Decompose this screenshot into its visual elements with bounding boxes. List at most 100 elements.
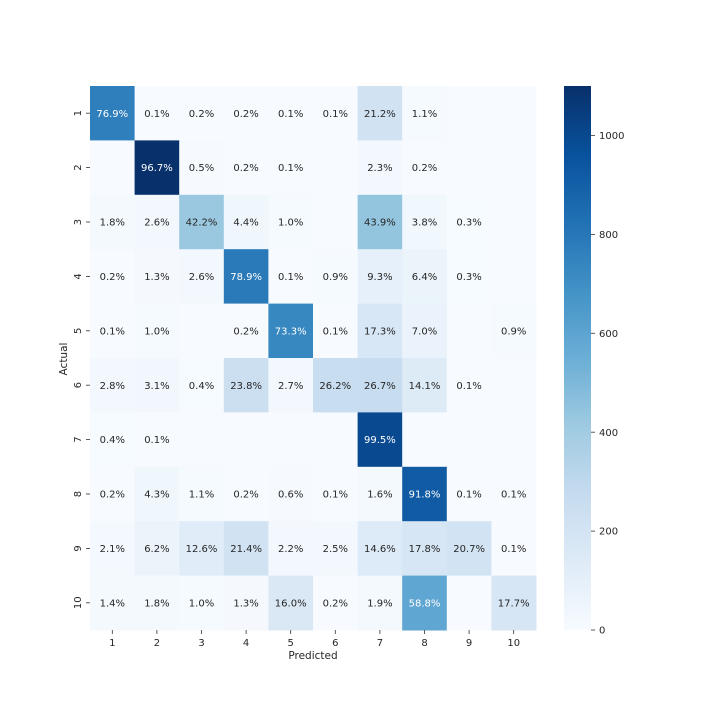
cell-annotation-r10-c5: 16.0%	[275, 598, 307, 609]
cell-annotation-r5-c10: 0.9%	[501, 326, 526, 337]
heatmap-cell-r8-c4	[223, 466, 269, 522]
cell-annotation-r6-c2: 3.1%	[144, 381, 169, 392]
heatmap-cell-r2-c1	[90, 140, 136, 196]
heatmap-cell-r10-c3	[179, 575, 225, 631]
heatmap-cell-r5-c5	[268, 303, 314, 359]
heatmap-cell-r1-c4	[223, 86, 269, 141]
cell-annotation-r8-c1: 0.2%	[100, 490, 125, 501]
x-tick-label-10: 10	[507, 638, 520, 649]
y-tick-label-4: 4	[73, 273, 84, 279]
heatmap-cell-r1-c7	[357, 86, 403, 141]
cell-annotation-r10-c10: 17.7%	[498, 598, 530, 609]
heatmap-cell-r8-c3	[179, 466, 225, 522]
heatmap-cell-r3-c1	[90, 194, 136, 250]
cell-annotation-r5-c4: 0.2%	[233, 326, 258, 337]
heatmap-cell-r3-c3	[179, 194, 225, 250]
heatmap-cell-r7-c4	[223, 412, 269, 468]
x-tick-label-5: 5	[288, 638, 294, 649]
cell-annotation-r9-c5: 2.2%	[278, 544, 303, 555]
cell-annotation-r3-c4: 4.4%	[233, 218, 258, 229]
cell-annotation-r10-c2: 1.8%	[144, 598, 169, 609]
x-axis: 1 2 3 4 5 6 7 8 9 10	[109, 630, 520, 649]
heatmap-cell-r8-c10	[491, 466, 537, 522]
heatmap-cell-r3-c4	[223, 194, 269, 250]
heatmap-cell-r7-c6	[313, 412, 359, 468]
heatmap-cell-r1-c1	[90, 86, 136, 141]
heatmap-cell-r7-c8	[402, 412, 448, 468]
heatmap-cell-r3-c8	[402, 194, 448, 250]
cell-annotation-r9-c2: 6.2%	[144, 544, 169, 555]
heatmap-cell-r7-c9	[446, 412, 492, 468]
heatmap-cell-r3-c5	[268, 194, 314, 250]
heatmap-cell-r1-c10	[491, 86, 537, 141]
cell-annotation-r9-c7: 14.6%	[364, 544, 396, 555]
cell-annotation-r6-c1: 2.8%	[100, 381, 125, 392]
cell-annotation-r8-c2: 4.3%	[144, 490, 169, 501]
cell-annotation-r9-c8: 17.8%	[409, 544, 441, 555]
cell-annotation-r5-c1: 0.1%	[100, 326, 125, 337]
cell-annotation-r6-c6: 26.2%	[319, 381, 351, 392]
heatmap-cell-r9-c10	[491, 521, 537, 577]
heatmap-cell-r5-c8	[402, 303, 448, 359]
heatmap-cell-r4-c7	[357, 249, 403, 305]
heatmap-cell-r8-c1	[90, 466, 136, 522]
heatmap-cell-r5-c1	[90, 303, 136, 359]
cell-annotation-r8-c5: 0.6%	[278, 490, 303, 501]
cell-annotation-r2-c3: 0.5%	[189, 163, 214, 174]
x-tick-label-4: 4	[243, 638, 249, 649]
cell-annotation-r9-c4: 21.4%	[230, 544, 262, 555]
heatmap-cell-r9-c4	[223, 521, 269, 577]
cell-annotation-r9-c9: 20.7%	[453, 544, 485, 555]
y-tick-label-2: 2	[73, 164, 84, 170]
y-tick-label-6: 6	[73, 382, 84, 388]
cell-annotation-r8-c4: 0.2%	[233, 490, 258, 501]
cell-annotation-r7-c2: 0.1%	[144, 435, 169, 446]
heatmap-cell-r7-c5	[268, 412, 314, 468]
heatmap-cell-r7-c2	[134, 412, 180, 468]
x-tick-label-8: 8	[421, 638, 427, 649]
heatmap-cell-r3-c7	[357, 194, 403, 250]
heatmap-cell-r6-c4	[223, 358, 269, 413]
heatmap-cell-r4-c4	[223, 249, 269, 305]
cell-annotation-r2-c4: 0.2%	[233, 163, 258, 174]
heatmap-cell-r9-c9	[446, 521, 492, 577]
heatmap-cell-r6-c2	[134, 358, 180, 413]
heatmap-cell-r8-c7	[357, 466, 403, 522]
heatmap-cell-r10-c7	[357, 575, 403, 631]
cell-annotation-r1-c4: 0.2%	[233, 109, 258, 120]
cell-annotation-r4-c9: 0.3%	[456, 272, 481, 283]
y-tick-label-3: 3	[73, 219, 84, 225]
cell-annotation-r9-c3: 12.6%	[186, 544, 218, 555]
cell-annotation-r1-c5: 0.1%	[278, 109, 303, 120]
heatmap-cell-r1-c2	[134, 86, 180, 141]
heatmap-cell-r9-c1	[90, 521, 136, 577]
cell-annotation-r3-c3: 42.2%	[186, 218, 218, 229]
heatmap-cell-r8-c9	[446, 466, 492, 522]
cell-annotation-r3-c7: 43.9%	[364, 218, 396, 229]
cell-annotation-r7-c7: 99.5%	[364, 435, 396, 446]
heatmap-cell-r10-c4	[223, 575, 269, 631]
cell-annotation-r1-c1: 76.9%	[96, 109, 128, 120]
heatmap-cell-r10-c5	[268, 575, 314, 631]
heatmap-cell-r9-c2	[134, 521, 180, 577]
cell-annotation-r4-c8: 6.4%	[412, 272, 437, 283]
x-tick-label-2: 2	[154, 638, 160, 649]
cell-annotation-r1-c6: 0.1%	[323, 109, 348, 120]
cell-annotation-r6-c5: 2.7%	[278, 381, 303, 392]
heatmap-cell-r5-c7	[357, 303, 403, 359]
cell-annotation-r4-c3: 2.6%	[189, 272, 214, 283]
y-tick-label-10: 10	[73, 596, 84, 609]
heatmap-cell-r10-c1	[90, 575, 136, 631]
heatmap-cell-r4-c10	[491, 249, 537, 305]
y-tick-label-7: 7	[73, 436, 84, 442]
y-tick-label-8: 8	[73, 491, 84, 497]
heatmap-cell-r6-c1	[90, 358, 136, 413]
heatmap-cell-r3-c10	[491, 194, 537, 250]
cell-annotation-r10-c4: 1.3%	[233, 598, 258, 609]
cell-annotation-r1-c3: 0.2%	[189, 109, 214, 120]
cell-annotation-r5-c5: 73.3%	[275, 326, 307, 337]
heatmap-cell-r4-c1	[90, 249, 136, 305]
heatmap-cell-r6-c10	[491, 358, 537, 413]
heatmap-cell-r1-c5	[268, 86, 314, 141]
heatmap-cell-r9-c5	[268, 521, 314, 577]
